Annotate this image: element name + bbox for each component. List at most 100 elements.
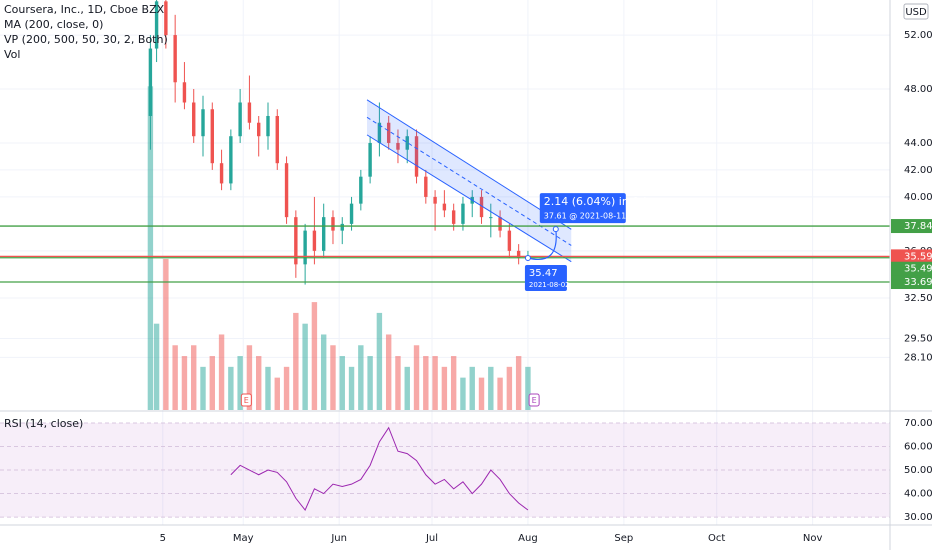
currency[interactable]: USD <box>905 7 927 18</box>
indicator-label: Vol <box>4 48 20 61</box>
candle-body <box>210 109 214 164</box>
volume-bar <box>228 366 234 410</box>
candle-body <box>340 223 344 231</box>
candle-body <box>257 122 261 137</box>
y-tick-label: 48.00 <box>904 84 932 95</box>
candle-body <box>489 217 493 219</box>
candle-body <box>414 136 419 177</box>
candle-body <box>516 250 521 258</box>
volume-bar <box>320 334 327 410</box>
main-pane <box>147 0 531 410</box>
volume-bar <box>488 366 494 410</box>
candle-body <box>266 115 270 137</box>
candle-body <box>192 102 196 137</box>
rsi-line <box>230 426 529 511</box>
forecast-end <box>552 226 559 233</box>
volume-bar <box>395 356 401 410</box>
x-tick-label: Jul <box>425 533 438 544</box>
level-label-box <box>891 219 932 234</box>
candle-body <box>479 196 484 218</box>
volume-bar <box>376 312 383 410</box>
candle-body <box>368 142 372 177</box>
candle-body <box>451 210 456 224</box>
volume-bar <box>293 312 299 410</box>
level-label: 35.59 <box>904 251 932 262</box>
volume-bar <box>450 356 457 410</box>
volume-bar <box>311 302 318 410</box>
forecast-start-label: 35.47 <box>529 268 558 279</box>
y-tick-label: 28.10 <box>904 352 932 363</box>
volume-bar <box>237 356 243 410</box>
currency-box[interactable] <box>903 3 929 20</box>
candle-body <box>507 230 512 251</box>
candle-body <box>424 176 428 197</box>
candle-body <box>321 217 326 251</box>
volume-bar <box>432 356 438 410</box>
volume-bar <box>497 377 503 410</box>
indicator-label: MA (200, close, 0) <box>4 18 103 31</box>
candle-body <box>442 203 447 211</box>
volume-bar <box>218 334 225 410</box>
x-tick-label: Sep <box>614 533 633 544</box>
channel-lower <box>366 134 572 263</box>
forecast-target: 37.61 @ 2021-08-11 <box>544 212 626 221</box>
indicator-label: VP (200, 500, 50, 30, 2, Both) <box>4 33 168 46</box>
forecast-box <box>539 193 626 224</box>
candle-body <box>396 142 400 150</box>
volume-bar <box>191 345 197 410</box>
candle-body <box>386 122 391 143</box>
candle-body <box>154 1 159 49</box>
candle-body <box>275 115 279 164</box>
rsi-tick-label: 50.00 <box>904 465 932 476</box>
candle-body <box>303 230 307 265</box>
level-label: 35.49 <box>904 264 932 275</box>
forecast-start <box>524 255 531 262</box>
candle-body <box>331 217 335 231</box>
volume-bar <box>404 366 410 410</box>
y-tick-label: 32.50 <box>904 293 932 304</box>
volume-bar <box>506 366 513 410</box>
volume-bar <box>358 345 364 410</box>
candle-body <box>148 48 153 116</box>
volume-bar <box>302 323 308 410</box>
candle-body <box>377 122 382 143</box>
volume-bar <box>265 366 271 410</box>
level-label-box <box>891 275 932 290</box>
candle-body <box>182 82 187 103</box>
level-label-box <box>891 249 932 264</box>
volume-bar <box>460 377 466 410</box>
rsi-tick-label: 40.00 <box>904 489 932 500</box>
volume-bar <box>478 377 485 410</box>
y-tick-label: 40.00 <box>904 192 932 203</box>
volume-bar <box>441 366 448 410</box>
volume-bar <box>515 356 522 410</box>
volume-bar <box>423 356 429 410</box>
level-label: 37.84 <box>904 221 932 232</box>
x-tick-label: Oct <box>708 533 725 544</box>
y-tick-label: 44.00 <box>904 138 932 149</box>
rsi-title: RSI (14, close) <box>4 417 83 430</box>
level-label: 33.69 <box>904 277 932 288</box>
candle-body <box>349 203 354 224</box>
rsi-tick-label: 60.00 <box>904 442 932 453</box>
y-tick-label: 42.00 <box>904 165 932 176</box>
volume-bar <box>181 356 188 410</box>
y-tick-label: 52.00 <box>904 30 932 41</box>
volume-bar <box>274 377 280 410</box>
channel-fill <box>367 99 572 262</box>
candle-body <box>219 163 224 184</box>
candle-body <box>294 217 298 265</box>
candle-body <box>359 176 363 204</box>
volume-bar <box>283 366 290 410</box>
candle-body <box>229 136 233 184</box>
chart-title: Coursera, Inc., 1D, Cboe BZX <box>4 3 165 16</box>
x-tick-label: 5 <box>160 533 166 544</box>
forecast-label: 2.14 (6.04%) in 9d <box>544 195 647 208</box>
overlay <box>0 99 890 283</box>
candle-body <box>173 35 177 83</box>
volume-bar <box>385 334 392 410</box>
rsi-tick-label: 30.00 <box>904 512 932 523</box>
volume-bar <box>147 86 154 410</box>
forecast-start-box <box>524 265 567 292</box>
